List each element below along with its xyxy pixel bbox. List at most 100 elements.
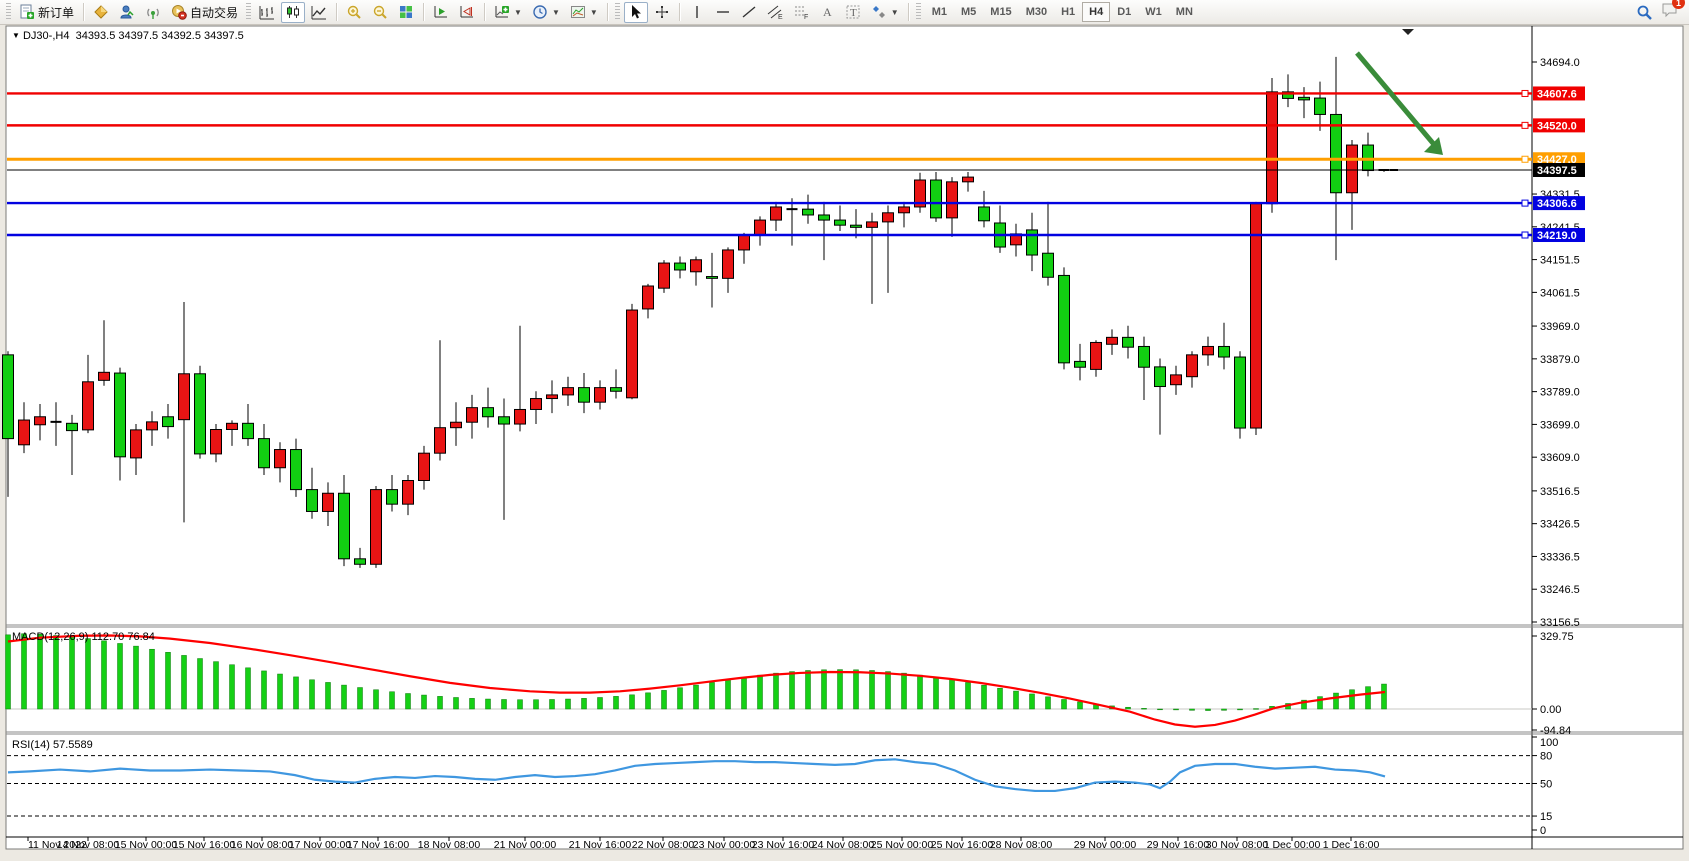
text-button[interactable]: A xyxy=(815,2,839,23)
candle-body xyxy=(962,176,974,183)
templates-button[interactable]: ▼ xyxy=(566,2,602,23)
chat-button[interactable]: 1 xyxy=(1661,0,1685,23)
timeframe-M1[interactable]: M1 xyxy=(931,6,947,18)
autoscroll-button[interactable] xyxy=(429,2,453,23)
macd-histogram-bar xyxy=(693,684,699,710)
candle-body xyxy=(610,387,622,392)
candle-body xyxy=(818,214,830,221)
text-icon: A xyxy=(823,5,832,19)
arrows-shapes-icon xyxy=(872,6,885,18)
candle xyxy=(34,404,46,441)
candlestick-chart-button[interactable] xyxy=(281,1,306,23)
macd-histogram-bar xyxy=(821,669,827,710)
bar-chart-button[interactable] xyxy=(255,2,279,23)
macd-histogram-bar xyxy=(885,671,891,710)
search-icon[interactable] xyxy=(1636,4,1653,21)
macd-histogram-bar xyxy=(229,664,235,710)
macd-histogram-bar xyxy=(261,670,267,710)
candle-body xyxy=(242,422,254,440)
macd-histogram-bar xyxy=(69,636,75,710)
macd-histogram-bar xyxy=(37,633,43,710)
candle-body xyxy=(1266,91,1278,205)
price-tick-label: 33609.0 xyxy=(1540,452,1580,464)
price-badge-label: 34520.0 xyxy=(1537,120,1577,132)
candle xyxy=(1154,358,1166,435)
horizontal-line-button[interactable] xyxy=(711,2,735,23)
line-chart-button[interactable] xyxy=(307,2,331,23)
candle xyxy=(1234,351,1246,439)
candle-body xyxy=(2,354,14,440)
timeframe-H1[interactable]: H1 xyxy=(1061,6,1076,18)
timeframe-D1[interactable]: D1 xyxy=(1117,6,1132,18)
crosshair-button[interactable] xyxy=(650,2,674,23)
line-anchor-handle[interactable] xyxy=(1521,155,1529,163)
zoom-in-icon xyxy=(347,5,361,19)
macd-histogram-bar xyxy=(1013,690,1019,710)
cursor-icon xyxy=(631,5,641,19)
signals-button[interactable] xyxy=(141,2,165,23)
strategy-tester-button[interactable] xyxy=(115,2,139,23)
timeframe-M5[interactable]: M5 xyxy=(961,6,977,18)
timeframe-H4[interactable]: H4 xyxy=(1082,2,1111,22)
chart-shift-button[interactable] xyxy=(455,2,479,23)
macd-histogram-bar xyxy=(741,677,747,710)
candle-body xyxy=(1042,252,1054,278)
timeframe-M30[interactable]: M30 xyxy=(1025,6,1048,18)
candle xyxy=(850,209,862,239)
zoom-out-button[interactable] xyxy=(368,2,392,23)
equidistant-channel-button[interactable]: E xyxy=(763,2,787,23)
chart-shift-marker[interactable] xyxy=(1402,29,1414,35)
trendline-button[interactable] xyxy=(737,2,761,23)
macd-histogram-bar xyxy=(581,698,587,710)
candle xyxy=(946,177,958,237)
vertical-line-button[interactable] xyxy=(685,2,709,23)
candle-body xyxy=(226,422,238,431)
periods-button[interactable]: ▼ xyxy=(528,2,564,23)
line-anchor-handle[interactable] xyxy=(1521,199,1529,207)
candle-body xyxy=(1250,203,1262,429)
time-tick-label: 21 Nov 00:00 xyxy=(494,839,557,851)
zoom-out-icon xyxy=(373,5,387,19)
macd-histogram-bar xyxy=(341,684,347,710)
line-anchor-handle[interactable] xyxy=(1521,231,1529,239)
price-tick-label: 33156.5 xyxy=(1540,617,1580,629)
line-anchor-handle[interactable] xyxy=(1521,121,1529,129)
timeframe-group: M1 M5 M15 M30 H1 H4 D1 W1 MN xyxy=(925,2,1200,22)
candle-body xyxy=(898,206,910,214)
indicators-button[interactable]: ▼ xyxy=(490,2,526,23)
timeframe-M15[interactable]: M15 xyxy=(990,6,1012,18)
trend-arrow-annotation[interactable] xyxy=(1355,51,1439,150)
candle-body xyxy=(258,438,270,469)
time-tick-label: 17 Nov 00:00 xyxy=(289,839,352,851)
candle xyxy=(418,445,430,490)
time-tick-label: 14 Nov 08:00 xyxy=(57,839,120,851)
candle xyxy=(98,320,110,386)
autotrading-button[interactable]: 自动交易 xyxy=(167,2,242,23)
text-label-button[interactable]: T xyxy=(841,2,865,23)
tile-windows-button[interactable] xyxy=(394,2,418,23)
arrows-shapes-button[interactable]: ▼ xyxy=(867,2,903,23)
macd-histogram-bar xyxy=(789,671,795,710)
line-anchor-handle[interactable] xyxy=(1521,89,1529,97)
candle xyxy=(1138,336,1150,401)
candle-body xyxy=(882,212,894,223)
candle-body xyxy=(482,407,494,418)
timeframe-MN[interactable]: MN xyxy=(1175,6,1193,18)
cursor-button[interactable] xyxy=(623,1,648,23)
macd-histogram-bar xyxy=(533,699,539,710)
price-tick-label: 34151.5 xyxy=(1540,255,1580,267)
signals-icon xyxy=(147,8,159,19)
macd-histogram-bar xyxy=(437,696,443,710)
macd-histogram-bar xyxy=(853,669,859,710)
candle xyxy=(146,411,158,446)
zoom-in-button[interactable] xyxy=(342,2,366,23)
metaeditor-button[interactable] xyxy=(89,2,113,23)
fibonacci-button[interactable]: F xyxy=(789,2,813,23)
macd-histogram-bar xyxy=(917,674,923,710)
candle xyxy=(210,424,222,463)
candle xyxy=(530,391,542,425)
candle xyxy=(1090,340,1102,377)
new-order-button[interactable]: 新订单 xyxy=(15,2,78,23)
timeframe-W1[interactable]: W1 xyxy=(1145,6,1162,18)
candle xyxy=(130,424,142,476)
